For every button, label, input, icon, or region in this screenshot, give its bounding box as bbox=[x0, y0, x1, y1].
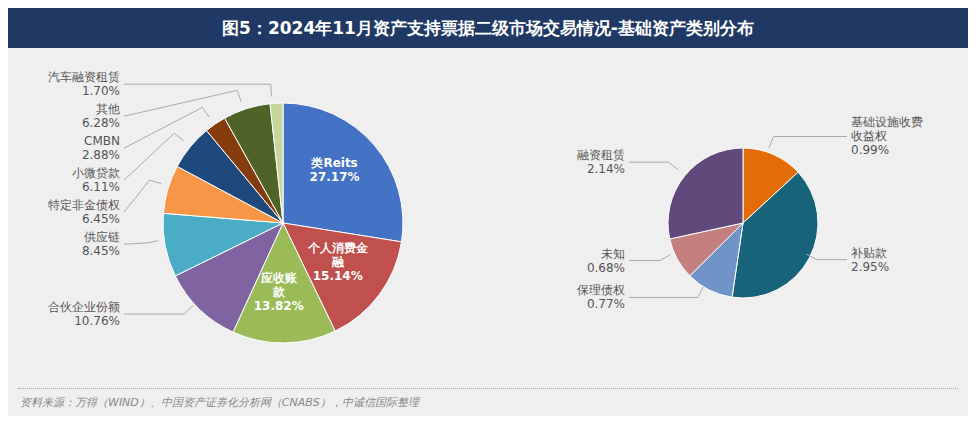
svg-text:CMBN2.88%: CMBN2.88% bbox=[82, 134, 120, 162]
svg-text:合伙企业份额10.76%: 合伙企业份额10.76% bbox=[48, 300, 120, 328]
svg-text:汽车融资租赁1.70%: 汽车融资租赁1.70% bbox=[48, 70, 120, 98]
html-text:图5：2024年11月资产支持票据二级市场交易情况-基础资产: 图5：2024年11月资产支持票据二级市场交易情况-基础资产类别分布 bbox=[222, 18, 754, 38]
svg-text:补贴款2.95%: 补贴款2.95% bbox=[851, 246, 889, 274]
svg-text:其他6.28%: 其他6.28% bbox=[82, 102, 120, 130]
svg-text:基础设施收费收益权0.99%: 基础设施收费收益权0.99% bbox=[851, 115, 923, 157]
svg-text:应收账款13.82%: 应收账款13.82% bbox=[254, 271, 304, 313]
html-text:资料来源：万得（WIND）、中国资产证券化分析网（CNABS: 资料来源：万得（WIND）、中国资产证券化分析网（CNABS），中诚信国际整理 bbox=[20, 396, 419, 409]
svg-text:个人消费金融15.14%: 个人消费金融15.14% bbox=[307, 241, 369, 283]
svg-text:未知0.68%: 未知0.68% bbox=[587, 247, 625, 275]
svg-text:小微贷款6.11%: 小微贷款6.11% bbox=[72, 166, 120, 194]
svg-text:类Reits27.17%: 类Reits27.17% bbox=[310, 156, 360, 184]
svg-text:供应链8.45%: 供应链8.45% bbox=[82, 230, 120, 258]
svg-text:融资租赁2.14%: 融资租赁2.14% bbox=[577, 148, 625, 176]
svg-text:特定非金债权6.45%: 特定非金债权6.45% bbox=[48, 198, 120, 226]
svg-text:保理债权0.77%: 保理债权0.77% bbox=[577, 283, 625, 311]
